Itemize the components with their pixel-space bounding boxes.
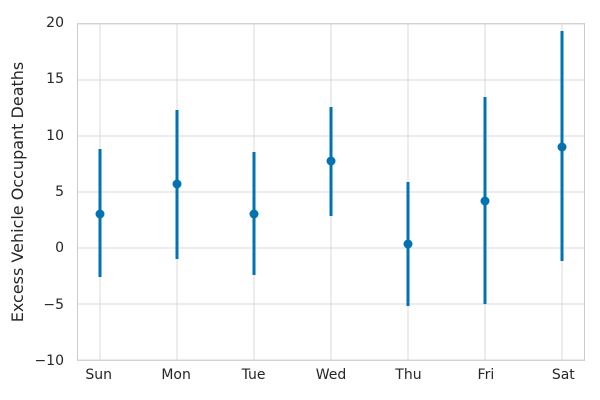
y-tick-label: 20 — [46, 15, 64, 31]
x-tick-label: Thu — [395, 367, 422, 383]
y-axis-ticks: −10 −5 0 5 10 15 20 — [0, 16, 69, 368]
y-tick-label: −5 — [43, 296, 64, 313]
x-tick-label: Mon — [161, 367, 191, 383]
data-point-marker — [172, 179, 182, 189]
y-tick-label: −10 — [34, 353, 64, 369]
data-point-marker — [326, 156, 336, 166]
data-point-marker — [480, 196, 490, 206]
y-tick-label: 15 — [46, 71, 64, 88]
x-tick-label: Sun — [85, 367, 112, 383]
x-axis-ticks: Sun Mon Tue Wed Thu Fri Sat — [77, 368, 585, 388]
x-tick-label: Fri — [477, 367, 495, 383]
x-tick-label: Tue — [241, 367, 266, 383]
data-point-marker — [557, 142, 567, 152]
y-tick-label: 10 — [46, 127, 64, 144]
x-tick-label: Wed — [315, 367, 347, 383]
data-point-marker — [249, 209, 259, 219]
y-tick-label: 5 — [55, 184, 64, 200]
plot-area — [77, 23, 585, 361]
x-tick-label: Sat — [551, 367, 575, 383]
data-point-marker — [95, 209, 105, 219]
data-point-marker — [403, 239, 413, 249]
gridline-horizontal — [78, 359, 584, 361]
y-tick-label: 0 — [55, 240, 64, 257]
